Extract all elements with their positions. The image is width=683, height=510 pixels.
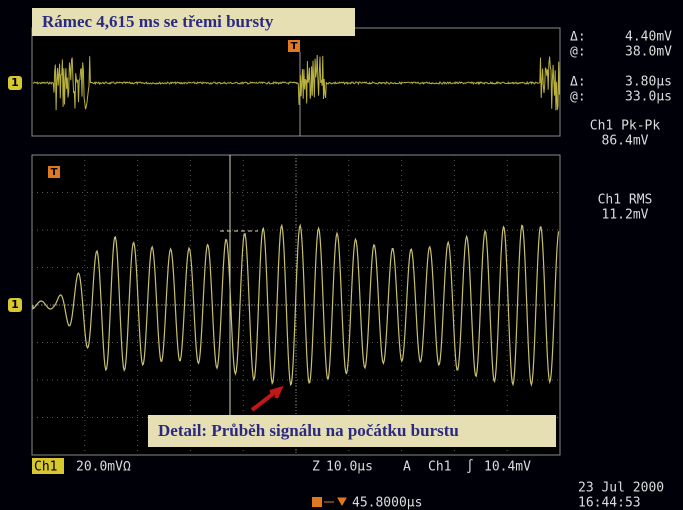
trigger-position-arrow xyxy=(324,497,347,507)
trigger-level: 10.4mV xyxy=(484,460,531,475)
cursor-value: 33.0µs xyxy=(625,90,672,105)
cursor-label: @: xyxy=(570,45,586,60)
cursor-label: @: xyxy=(570,90,586,105)
channel-marker-box xyxy=(8,76,22,90)
trigger-marker-box xyxy=(288,40,300,52)
waveforms xyxy=(32,54,560,387)
channel-marker-box xyxy=(8,298,22,312)
cursor-label: Δ: xyxy=(570,75,586,90)
title-box xyxy=(32,8,355,36)
measurement-value: 11.2mV xyxy=(602,208,649,223)
cursor-label: Δ: xyxy=(570,30,586,45)
acquire-label: A xyxy=(403,460,411,475)
trigger-slope: ∫ xyxy=(466,459,474,475)
trigger-position-icon xyxy=(312,497,322,507)
measurement-label: Ch1 Pk-Pk xyxy=(590,119,661,134)
caption-box xyxy=(148,415,556,447)
channel-marker: 1 xyxy=(11,76,19,89)
red-arrow xyxy=(250,385,284,412)
date: 23 Jul 2000 xyxy=(578,481,664,496)
cursor-value: 38.0mV xyxy=(625,45,672,60)
channel-marker: 1 xyxy=(11,298,19,311)
measurement-label: Ch1 RMS xyxy=(598,193,653,208)
zoom-label: Z xyxy=(312,460,320,475)
timebase: 10.0µs xyxy=(326,460,373,475)
detail-trace xyxy=(32,223,560,387)
trigger-marker-box xyxy=(48,166,60,178)
title: Rámec 4,615 ms se třemi bursty xyxy=(42,12,274,31)
cursor-value: 4.40mV xyxy=(625,30,672,45)
time: 16:44:53 xyxy=(578,496,641,510)
caption: Detail: Průběh signálu na počátku burstu xyxy=(158,421,459,440)
overview-trace xyxy=(32,54,560,111)
channel-box xyxy=(32,458,64,474)
vertical-scale: 20.0mVΩ xyxy=(76,460,131,475)
trigger-marker: T xyxy=(51,167,58,178)
trigger-channel: Ch1 xyxy=(428,460,451,475)
trigger-position: 45.8000µs xyxy=(352,496,422,510)
trigger-marker: T xyxy=(291,41,298,52)
measurement-value: 86.4mV xyxy=(602,134,649,149)
channel-label: Ch1 xyxy=(34,460,57,475)
cursor-value: 3.80µs xyxy=(625,75,672,90)
